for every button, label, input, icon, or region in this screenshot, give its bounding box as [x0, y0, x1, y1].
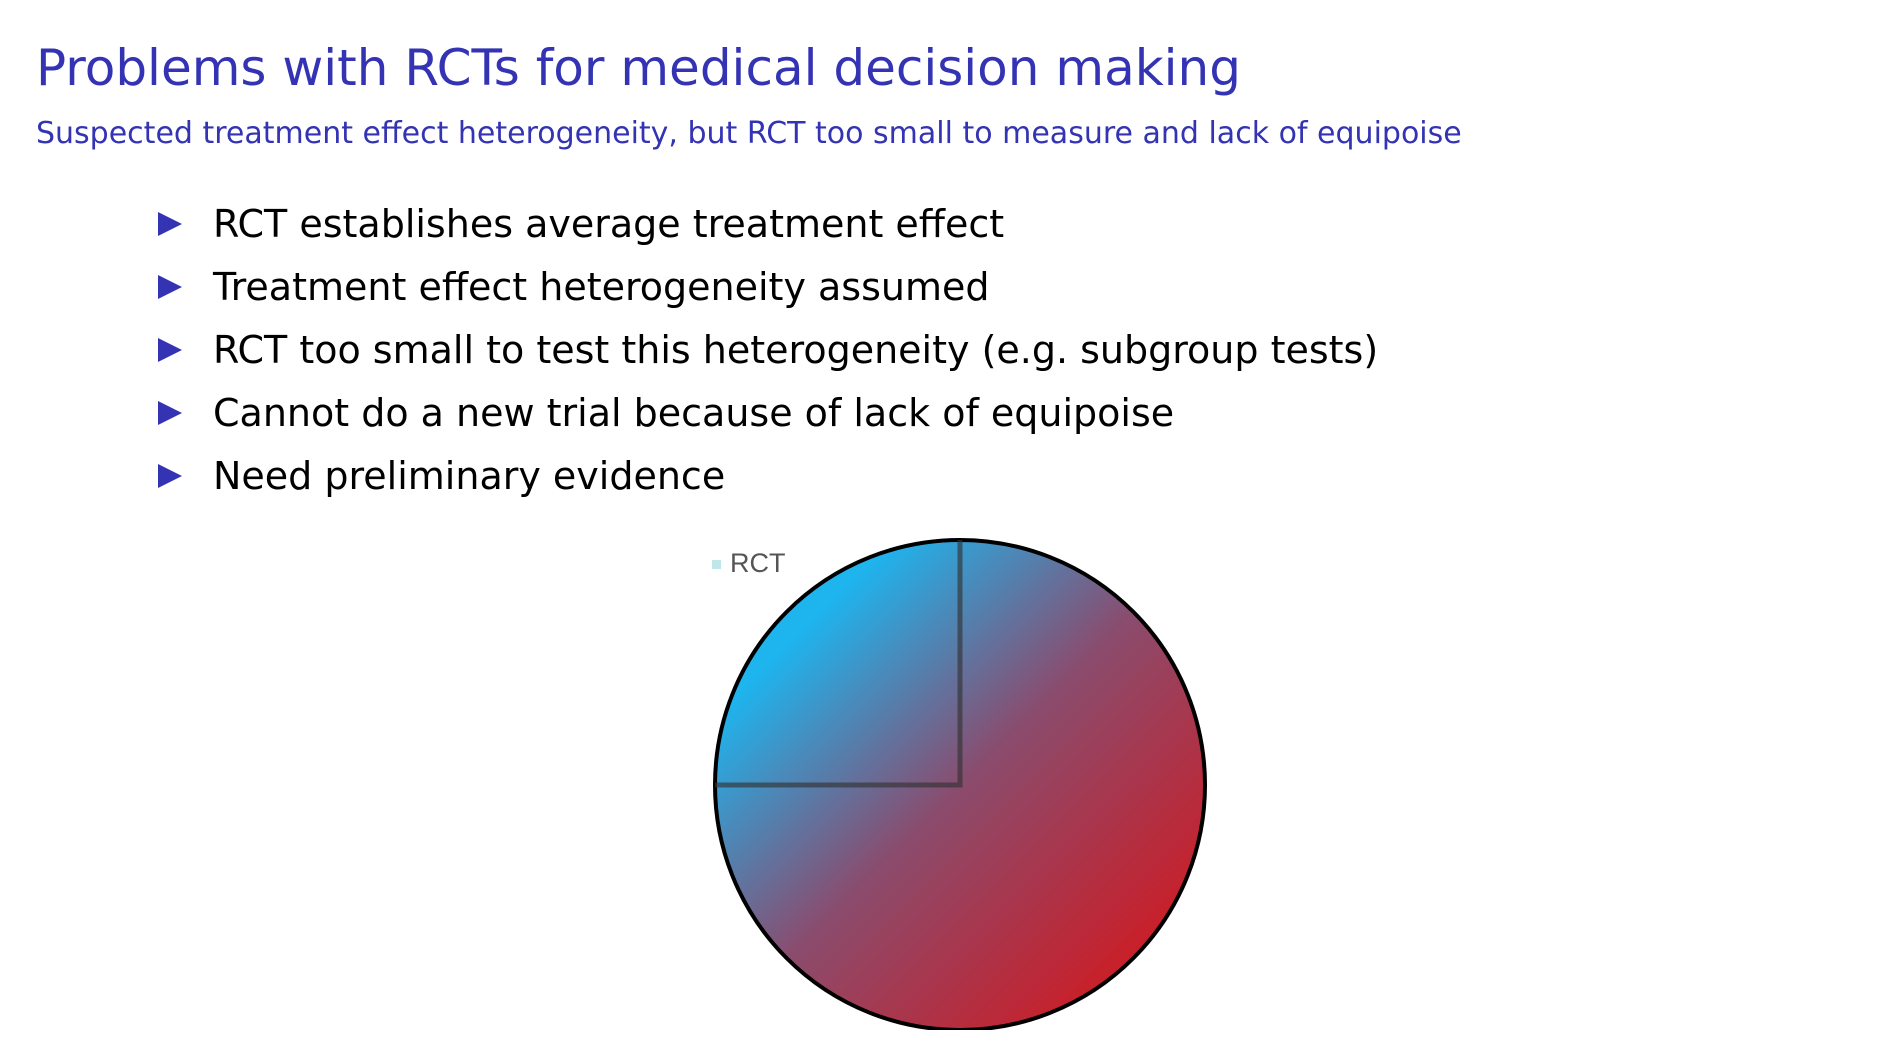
triangle-right-icon	[158, 274, 182, 299]
legend-label: RCT	[730, 548, 786, 578]
bullet-text: RCT establishes average treatment effect	[213, 201, 1005, 246]
legend-swatch	[712, 560, 721, 569]
bullet-text: Cannot do a new trial because of lack of…	[213, 390, 1175, 435]
bullet-item: Cannot do a new trial because of lack of…	[155, 381, 1378, 444]
bullet-text: RCT too small to test this heterogeneity…	[213, 327, 1379, 372]
pie-figure: RCT	[690, 530, 1210, 1030]
triangle-right-icon	[158, 211, 182, 236]
slide-title: Problems with RCTs for medical decision …	[36, 39, 1241, 97]
bullet-item: RCT establishes average treatment effect	[155, 192, 1378, 255]
pie-slice-divider	[715, 540, 963, 788]
pie-graphic: RCT	[712, 538, 1207, 1030]
triangle-right-icon	[158, 400, 182, 425]
slide-subtitle: Suspected treatment effect heterogeneity…	[36, 116, 1462, 151]
bullet-item: RCT too small to test this heterogeneity…	[155, 318, 1378, 381]
bullet-text: Treatment effect heterogeneity assumed	[213, 264, 990, 309]
triangle-right-icon	[158, 463, 182, 488]
triangle-right-icon	[158, 337, 182, 362]
bullet-item: Need preliminary evidence	[155, 444, 1378, 507]
bullet-text: Need preliminary evidence	[213, 453, 726, 498]
bullet-list: RCT establishes average treatment effect…	[155, 192, 1378, 507]
bullet-item: Treatment effect heterogeneity assumed	[155, 255, 1378, 318]
